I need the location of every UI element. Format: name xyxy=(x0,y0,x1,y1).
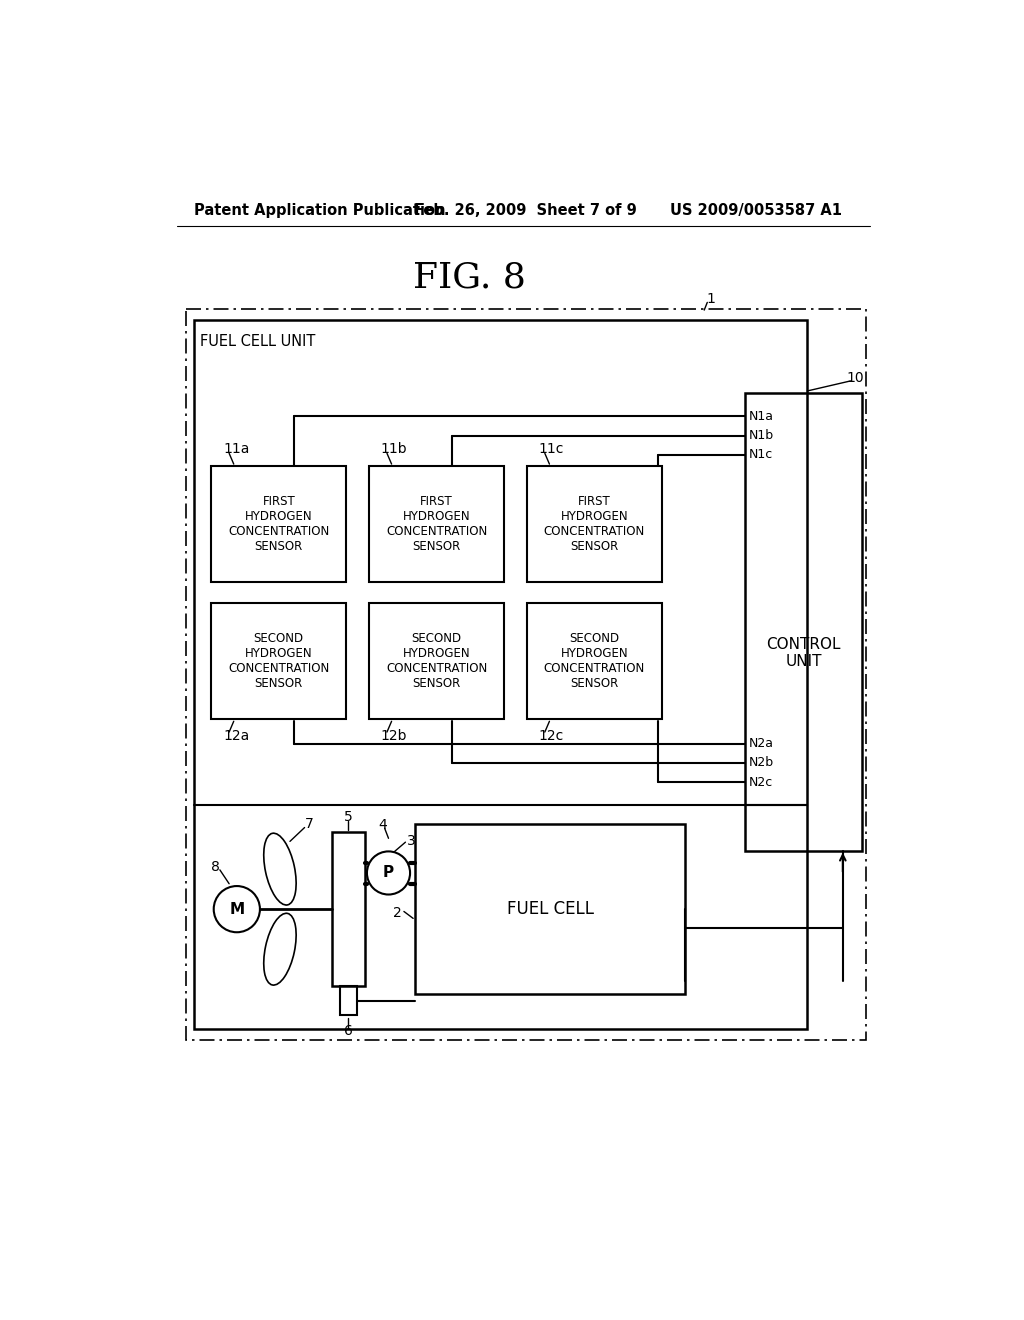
Text: N1a: N1a xyxy=(749,409,774,422)
Text: 1: 1 xyxy=(707,292,716,305)
Text: 11a: 11a xyxy=(223,442,249,457)
Text: 11b: 11b xyxy=(381,442,408,457)
Circle shape xyxy=(214,886,260,932)
Text: 3: 3 xyxy=(408,834,416,847)
Text: SECOND
HYDROGEN
CONCENTRATION
SENSOR: SECOND HYDROGEN CONCENTRATION SENSOR xyxy=(228,632,330,690)
Text: FIRST
HYDROGEN
CONCENTRATION
SENSOR: FIRST HYDROGEN CONCENTRATION SENSOR xyxy=(386,495,487,553)
Text: 6: 6 xyxy=(344,1024,353,1038)
Text: 4: 4 xyxy=(378,818,387,832)
Text: 12b: 12b xyxy=(381,729,408,743)
Bar xyxy=(745,393,862,851)
Bar xyxy=(211,466,346,582)
Bar xyxy=(527,603,662,719)
Text: CONTROL
UNIT: CONTROL UNIT xyxy=(766,638,841,669)
Text: US 2009/0053587 A1: US 2009/0053587 A1 xyxy=(670,203,842,218)
Text: SECOND
HYDROGEN
CONCENTRATION
SENSOR: SECOND HYDROGEN CONCENTRATION SENSOR xyxy=(544,632,645,690)
Bar xyxy=(370,603,504,719)
Text: 7: 7 xyxy=(305,817,313,832)
Ellipse shape xyxy=(264,913,296,985)
Text: FUEL CELL UNIT: FUEL CELL UNIT xyxy=(200,334,315,348)
Bar xyxy=(211,603,346,719)
Bar xyxy=(370,466,504,582)
Ellipse shape xyxy=(264,833,296,906)
Text: P: P xyxy=(383,866,394,880)
Text: N2b: N2b xyxy=(749,756,774,770)
Text: N1b: N1b xyxy=(749,429,774,442)
Text: 12c: 12c xyxy=(539,729,564,743)
Text: N2c: N2c xyxy=(749,776,773,788)
Text: 10: 10 xyxy=(847,371,864,385)
Text: N1c: N1c xyxy=(749,449,773,462)
Text: FUEL CELL: FUEL CELL xyxy=(507,900,594,919)
Text: FIRST
HYDROGEN
CONCENTRATION
SENSOR: FIRST HYDROGEN CONCENTRATION SENSOR xyxy=(228,495,330,553)
Bar xyxy=(340,986,357,1015)
Circle shape xyxy=(367,851,410,895)
Text: 12a: 12a xyxy=(223,729,249,743)
Bar xyxy=(333,832,365,986)
Text: 11c: 11c xyxy=(539,442,564,457)
Text: SECOND
HYDROGEN
CONCENTRATION
SENSOR: SECOND HYDROGEN CONCENTRATION SENSOR xyxy=(386,632,487,690)
Text: FIRST
HYDROGEN
CONCENTRATION
SENSOR: FIRST HYDROGEN CONCENTRATION SENSOR xyxy=(544,495,645,553)
Text: FIG. 8: FIG. 8 xyxy=(413,261,525,294)
Text: M: M xyxy=(229,902,245,916)
Bar xyxy=(527,466,662,582)
Bar xyxy=(416,825,685,994)
Bar xyxy=(186,309,866,1040)
Text: Feb. 26, 2009  Sheet 7 of 9: Feb. 26, 2009 Sheet 7 of 9 xyxy=(414,203,637,218)
Text: 8: 8 xyxy=(211,859,220,874)
Text: 2: 2 xyxy=(393,906,401,920)
Text: 5: 5 xyxy=(344,809,353,824)
Text: Patent Application Publication: Patent Application Publication xyxy=(194,203,445,218)
Text: N2a: N2a xyxy=(749,737,774,750)
Bar xyxy=(194,321,807,1028)
